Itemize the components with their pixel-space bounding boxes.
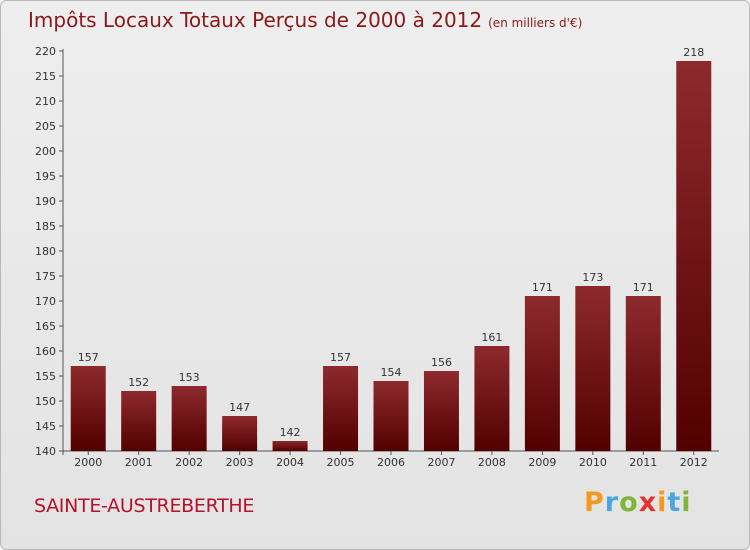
x-tick-label-2002: 2002 [175, 456, 203, 469]
bar-2007 [423, 371, 459, 451]
y-tick-label: 220 [35, 45, 56, 58]
value-label-2000: 157 [78, 351, 99, 364]
y-tick-label: 195 [35, 170, 56, 183]
bar-2008 [474, 346, 510, 451]
axes: 1401451501551601651701751801851901952002… [35, 45, 719, 469]
y-tick-label: 170 [35, 295, 56, 308]
y-tick-label: 215 [35, 70, 56, 83]
x-tick-label-2009: 2009 [528, 456, 556, 469]
bars: 157 152 153 147 142 157 154 156 161 171 173 171 218 [70, 46, 712, 451]
y-tick-label: 145 [35, 420, 56, 433]
bar-2004 [272, 441, 308, 451]
x-tick-label-2008: 2008 [478, 456, 506, 469]
value-label-2006: 154 [381, 366, 402, 379]
y-tick-label: 155 [35, 370, 56, 383]
value-label-2008: 161 [481, 331, 502, 344]
value-label-2004: 142 [280, 426, 301, 439]
x-tick-label-2010: 2010 [579, 456, 607, 469]
chart-title: Impôts Locaux Totaux Perçus de 2000 à 20… [28, 8, 582, 32]
y-tick-label: 210 [35, 95, 56, 108]
value-label-2003: 147 [229, 401, 250, 414]
y-tick-label: 160 [35, 345, 56, 358]
y-tick-label: 175 [35, 270, 56, 283]
value-label-2010: 173 [582, 271, 603, 284]
bar-2009 [524, 296, 560, 451]
value-label-2012: 218 [683, 46, 704, 59]
bar-2003 [222, 416, 258, 451]
value-label-2007: 156 [431, 356, 452, 369]
x-tick-label-2006: 2006 [377, 456, 405, 469]
bar-2005 [323, 366, 359, 451]
chart-title-text: Impôts Locaux Totaux Perçus de 2000 à 20… [28, 8, 483, 32]
value-label-2005: 157 [330, 351, 351, 364]
bar-2000 [70, 366, 106, 451]
y-tick-label: 205 [35, 120, 56, 133]
y-tick-label: 140 [35, 445, 56, 458]
x-tick-label-2005: 2005 [327, 456, 355, 469]
y-tick-label: 200 [35, 145, 56, 158]
x-tick-label-2001: 2001 [125, 456, 153, 469]
bar-2006 [373, 381, 409, 451]
chart-subtitle: (en milliers d'€) [488, 16, 583, 30]
x-tick-label-2011: 2011 [629, 456, 657, 469]
y-tick-label: 165 [35, 320, 56, 333]
value-label-2011: 171 [633, 281, 654, 294]
y-tick-label: 180 [35, 245, 56, 258]
bar-2002 [171, 386, 207, 451]
value-label-2001: 152 [128, 376, 149, 389]
city-name: SAINTE-AUSTREBERTHE [34, 495, 255, 517]
x-tick-label-2003: 2003 [226, 456, 254, 469]
x-tick-label-2004: 2004 [276, 456, 304, 469]
proxiti-logo: Proxiti [584, 487, 692, 518]
value-label-2002: 153 [179, 371, 200, 384]
y-tick-label: 190 [35, 195, 56, 208]
x-tick-label-2012: 2012 [680, 456, 708, 469]
bar-2011 [625, 296, 661, 451]
bar-2010 [575, 286, 611, 451]
x-tick-label-2000: 2000 [74, 456, 102, 469]
value-label-2009: 171 [532, 281, 553, 294]
x-tick-label-2007: 2007 [427, 456, 455, 469]
bar-2001 [121, 391, 157, 451]
y-tick-label: 150 [35, 395, 56, 408]
bar-2012 [676, 61, 712, 451]
y-tick-label: 185 [35, 220, 56, 233]
